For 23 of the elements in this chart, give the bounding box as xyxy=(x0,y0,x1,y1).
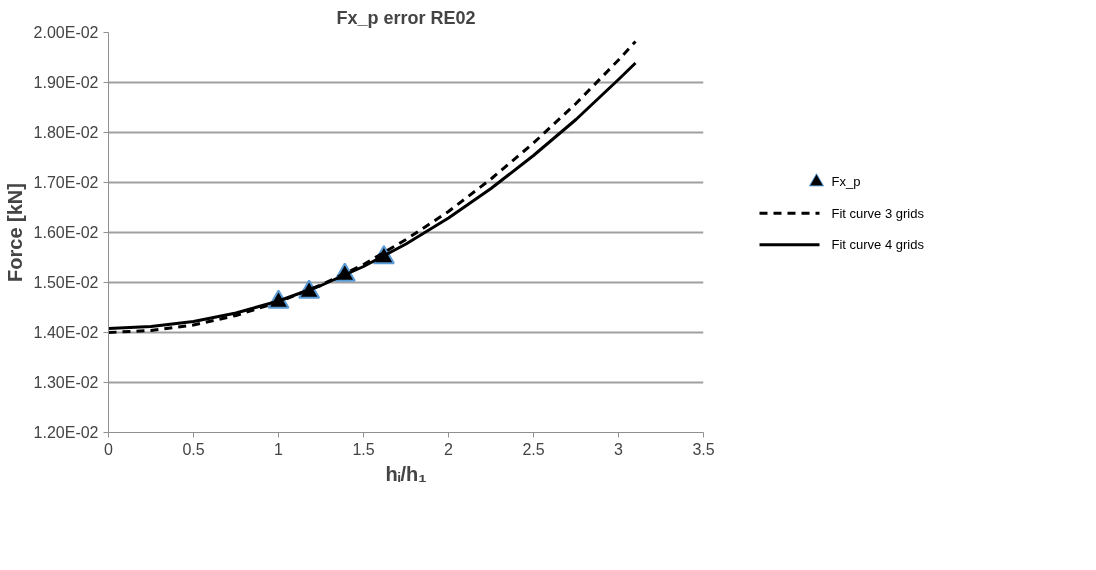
x-tick-label: 1 xyxy=(274,440,284,458)
y-tick-label: 2.00E-02 xyxy=(33,24,99,41)
x-tick-label: 3 xyxy=(614,440,624,458)
x-tick-label: 2 xyxy=(444,440,454,458)
legend-label: Fx_p xyxy=(831,174,861,190)
x-tick-label: 1.5 xyxy=(352,440,375,458)
y-tick-label: 1.30E-02 xyxy=(33,374,99,391)
y-axis-title: Force [kN] xyxy=(3,183,26,282)
y-tick-label: 1.20E-02 xyxy=(33,424,99,441)
y-tick-label: 1.80E-02 xyxy=(33,124,99,141)
x-tick-label: 0.5 xyxy=(182,440,205,458)
chart-title: Fx_p error RE02 xyxy=(336,7,476,28)
y-tick-label: 1.70E-02 xyxy=(33,174,99,191)
x-tick-label: 2.5 xyxy=(522,440,545,458)
y-tick-label: 1.60E-02 xyxy=(33,224,99,241)
legend-label: Fit curve 3 grids xyxy=(831,205,925,221)
x-axis-title: hᵢ/h₁ xyxy=(385,462,427,485)
x-tick-label: 0 xyxy=(104,440,114,458)
x-tick-label: 3.5 xyxy=(692,440,715,458)
y-tick-label: 1.90E-02 xyxy=(33,74,99,91)
legend-label: Fit curve 4 grids xyxy=(831,237,925,253)
y-tick-label: 1.50E-02 xyxy=(33,274,99,291)
y-tick-label: 1.40E-02 xyxy=(33,324,99,341)
